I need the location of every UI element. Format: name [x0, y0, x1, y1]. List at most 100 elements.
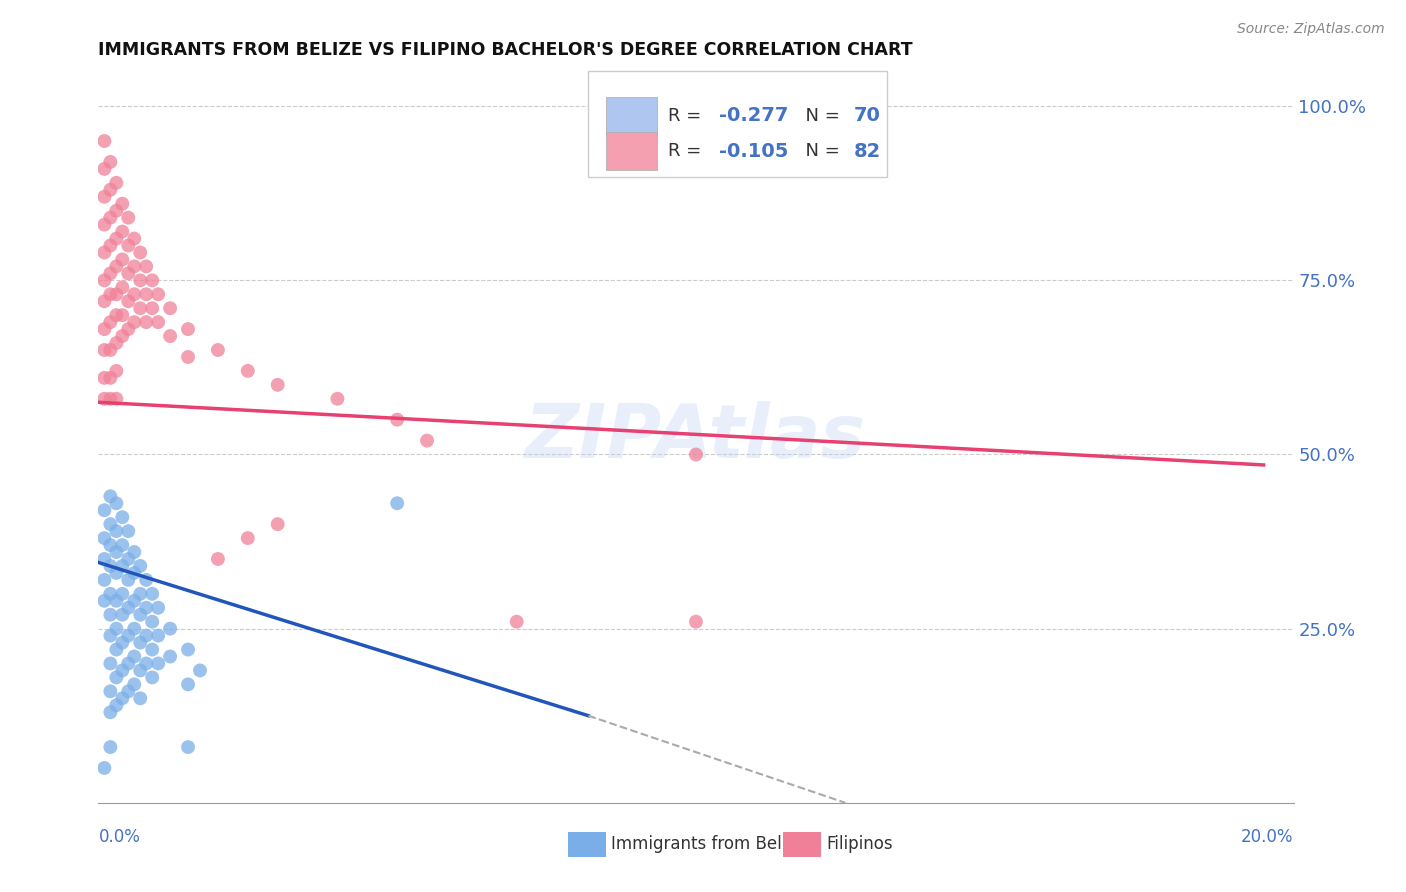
- Point: [207, 552, 229, 566]
- Text: -0.277: -0.277: [718, 106, 787, 126]
- Point: [111, 607, 134, 622]
- Point: [105, 496, 128, 510]
- Point: [93, 245, 115, 260]
- Point: [111, 635, 134, 649]
- Point: [685, 448, 707, 462]
- Point: [111, 329, 134, 343]
- Point: [98, 183, 122, 197]
- Point: [124, 677, 146, 691]
- Point: [141, 273, 163, 287]
- Point: [148, 600, 170, 615]
- Point: [117, 629, 139, 643]
- Point: [135, 573, 157, 587]
- FancyBboxPatch shape: [606, 132, 657, 170]
- Point: [159, 649, 181, 664]
- Point: [177, 642, 200, 657]
- Point: [105, 594, 128, 608]
- Point: [177, 740, 200, 755]
- Point: [117, 266, 139, 280]
- Point: [93, 161, 115, 176]
- Point: [98, 155, 122, 169]
- Point: [98, 629, 122, 643]
- Point: [98, 587, 122, 601]
- Point: [93, 134, 115, 148]
- Point: [685, 615, 707, 629]
- Point: [148, 287, 170, 301]
- Point: [236, 531, 259, 545]
- Point: [117, 684, 139, 698]
- Point: [98, 315, 122, 329]
- Point: [111, 225, 134, 239]
- Point: [124, 622, 146, 636]
- Point: [124, 260, 146, 274]
- Point: [93, 343, 115, 357]
- Point: [93, 322, 115, 336]
- Point: [105, 622, 128, 636]
- Point: [111, 252, 134, 267]
- Point: [135, 600, 157, 615]
- Text: -0.105: -0.105: [718, 142, 787, 161]
- Point: [111, 280, 134, 294]
- Point: [105, 336, 128, 351]
- Text: 20.0%: 20.0%: [1241, 829, 1294, 847]
- Point: [129, 664, 152, 678]
- Point: [135, 315, 157, 329]
- Point: [105, 670, 128, 684]
- Point: [207, 343, 229, 357]
- Point: [93, 531, 115, 545]
- Point: [124, 566, 146, 580]
- Text: 0.0%: 0.0%: [98, 829, 141, 847]
- Point: [159, 622, 181, 636]
- Point: [105, 176, 128, 190]
- Point: [129, 273, 152, 287]
- Point: [117, 211, 139, 225]
- Point: [111, 558, 134, 573]
- Point: [129, 245, 152, 260]
- Point: [111, 587, 134, 601]
- Point: [124, 545, 146, 559]
- Point: [506, 615, 529, 629]
- Text: 82: 82: [853, 142, 882, 161]
- Text: N =: N =: [794, 107, 845, 125]
- Point: [98, 287, 122, 301]
- Point: [117, 322, 139, 336]
- Point: [135, 260, 157, 274]
- Point: [177, 322, 200, 336]
- Point: [111, 510, 134, 524]
- Point: [105, 260, 128, 274]
- Point: [93, 218, 115, 232]
- Point: [105, 392, 128, 406]
- Point: [105, 698, 128, 713]
- Point: [93, 371, 115, 385]
- Point: [124, 231, 146, 245]
- Point: [93, 573, 115, 587]
- Point: [98, 607, 122, 622]
- Point: [93, 190, 115, 204]
- Point: [124, 287, 146, 301]
- Point: [141, 642, 163, 657]
- Text: Filipinos: Filipinos: [827, 836, 893, 854]
- Point: [111, 691, 134, 706]
- FancyBboxPatch shape: [606, 97, 657, 135]
- Point: [111, 308, 134, 322]
- Point: [98, 211, 122, 225]
- Point: [111, 538, 134, 552]
- Point: [117, 238, 139, 252]
- Text: R =: R =: [668, 107, 707, 125]
- Point: [105, 642, 128, 657]
- Point: [135, 657, 157, 671]
- Point: [177, 677, 200, 691]
- Point: [105, 287, 128, 301]
- Point: [98, 657, 122, 671]
- Point: [188, 664, 211, 678]
- Point: [124, 649, 146, 664]
- Point: [159, 301, 181, 316]
- Point: [326, 392, 349, 406]
- Text: IMMIGRANTS FROM BELIZE VS FILIPINO BACHELOR'S DEGREE CORRELATION CHART: IMMIGRANTS FROM BELIZE VS FILIPINO BACHE…: [98, 41, 912, 59]
- Point: [141, 301, 163, 316]
- Point: [267, 517, 290, 532]
- Point: [117, 573, 139, 587]
- Point: [124, 594, 146, 608]
- Point: [105, 308, 128, 322]
- Point: [98, 517, 122, 532]
